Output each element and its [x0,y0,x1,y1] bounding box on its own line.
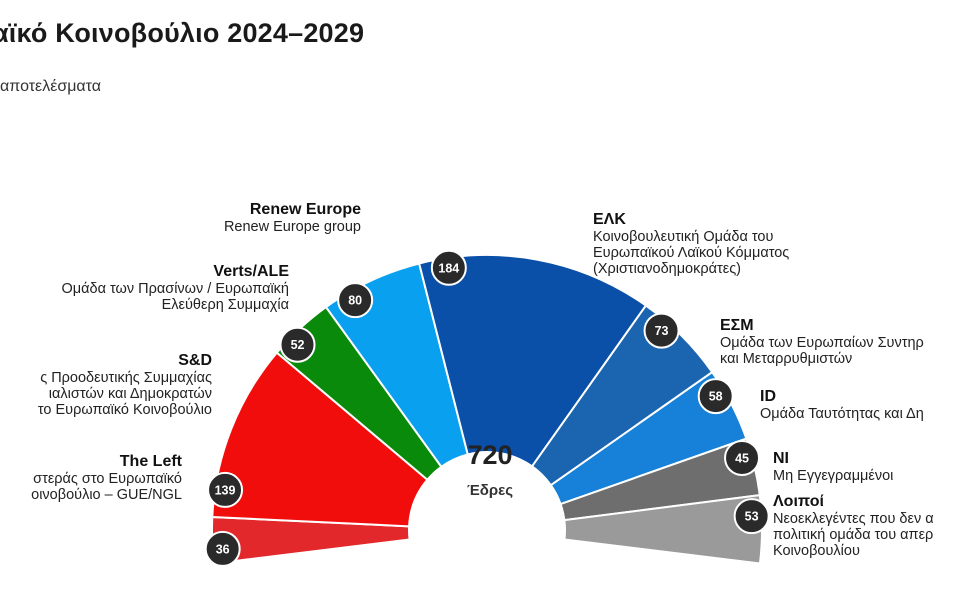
group-desc-others: Νεοεκλεγέντες που δεν α πολιτική ομάδα τ… [773,511,934,559]
seat-badge-renew: 80 [337,282,374,319]
seat-badge-id: 58 [697,378,734,415]
chart-title: αϊκό Κοινοβούλιο 2024–2029 [0,18,365,48]
group-name-sd: S&D [178,352,212,369]
group-label-id: ID Ομάδα Ταυτότητας και Δη [760,387,924,422]
group-desc-left: στεράς στο Ευρωπαϊκό οινοβούλιο – GUE/NG… [31,471,182,503]
seat-badge-others: 53 [733,498,770,535]
seat-count-others: 53 [745,510,759,524]
group-name-others: Λοιποί [773,493,824,510]
group-name-left: The Left [119,453,182,470]
seat-badge-epp: 184 [430,249,467,286]
seat-count-verts: 52 [291,338,305,352]
seat-count-epp: 184 [438,261,459,275]
seat-badge-verts: 52 [279,326,316,363]
chart-subtitle: αποτελέσματα [0,78,102,95]
seat-badge-sd: 139 [207,471,244,508]
group-name-renew: Renew Europe [249,201,361,218]
group-label-epp: ΕΛΚ Κοινοβουλευτική Ομάδα του Ευρωπαϊκού… [593,210,789,277]
group-name-verts: Verts/ALE [213,263,289,280]
seat-count-ecr: 73 [655,324,669,338]
group-name-ni: NI [773,450,789,467]
group-label-others: Λοιποί Νεοεκλεγέντες που δεν α πολιτική … [773,492,934,559]
seat-badge-left: 36 [204,530,241,567]
group-desc-ecr: Ομάδα των Ευρωπαίων Συντηρ και Μεταρρυθμ… [720,335,924,367]
group-desc-epp: Κοινοβουλευτική Ομάδα του Ευρωπαϊκού Λαϊ… [593,229,790,277]
segment-sd [211,351,429,528]
seat-count-sd: 139 [215,483,236,497]
group-label-verts: Verts/ALE Ομάδα των Πρασίνων / Ευρωπαϊκή… [62,262,289,313]
group-desc-ni: Μη Εγγεγραμμένοι [773,468,894,484]
group-desc-renew: Renew Europe group [223,219,361,235]
group-label-renew: Renew Europe Renew Europe group [224,200,361,235]
seat-badge-ni: 45 [724,439,761,476]
total-seats: 720 [467,440,513,470]
group-desc-sd: ς Προοδευτικής Συμμαχίας ιαλιστών και Δη… [37,370,212,418]
group-name-id: ID [760,388,776,405]
group-label-ni: NI Μη Εγγεγραμμένοι [773,449,893,484]
group-label-left: The Left στεράς στο Ευρωπαϊκό οινοβούλιο… [31,452,182,503]
seat-count-id: 58 [709,390,723,404]
group-name-epp: ΕΛΚ [593,211,626,228]
seat-count-renew: 80 [348,294,362,308]
group-desc-verts: Ομάδα των Πρασίνων / Ευρωπαϊκή Ελεύθερη … [61,281,289,313]
segment-epp [417,254,648,468]
seat-badge-ecr: 73 [643,312,680,349]
total-seats-label: Έδρες [466,482,514,499]
group-label-ecr: ΕΣΜ Ομάδα των Ευρωπαίων Συντηρ και Μεταρ… [720,316,924,367]
group-name-ecr: ΕΣΜ [720,317,754,334]
group-desc-id: Ομάδα Ταυτότητας και Δη [760,406,924,422]
seat-count-ni: 45 [735,451,749,465]
group-label-sd: S&D ς Προοδευτικής Συμμαχίας ιαλιστών κα… [38,351,212,418]
seat-count-left: 36 [216,542,230,556]
